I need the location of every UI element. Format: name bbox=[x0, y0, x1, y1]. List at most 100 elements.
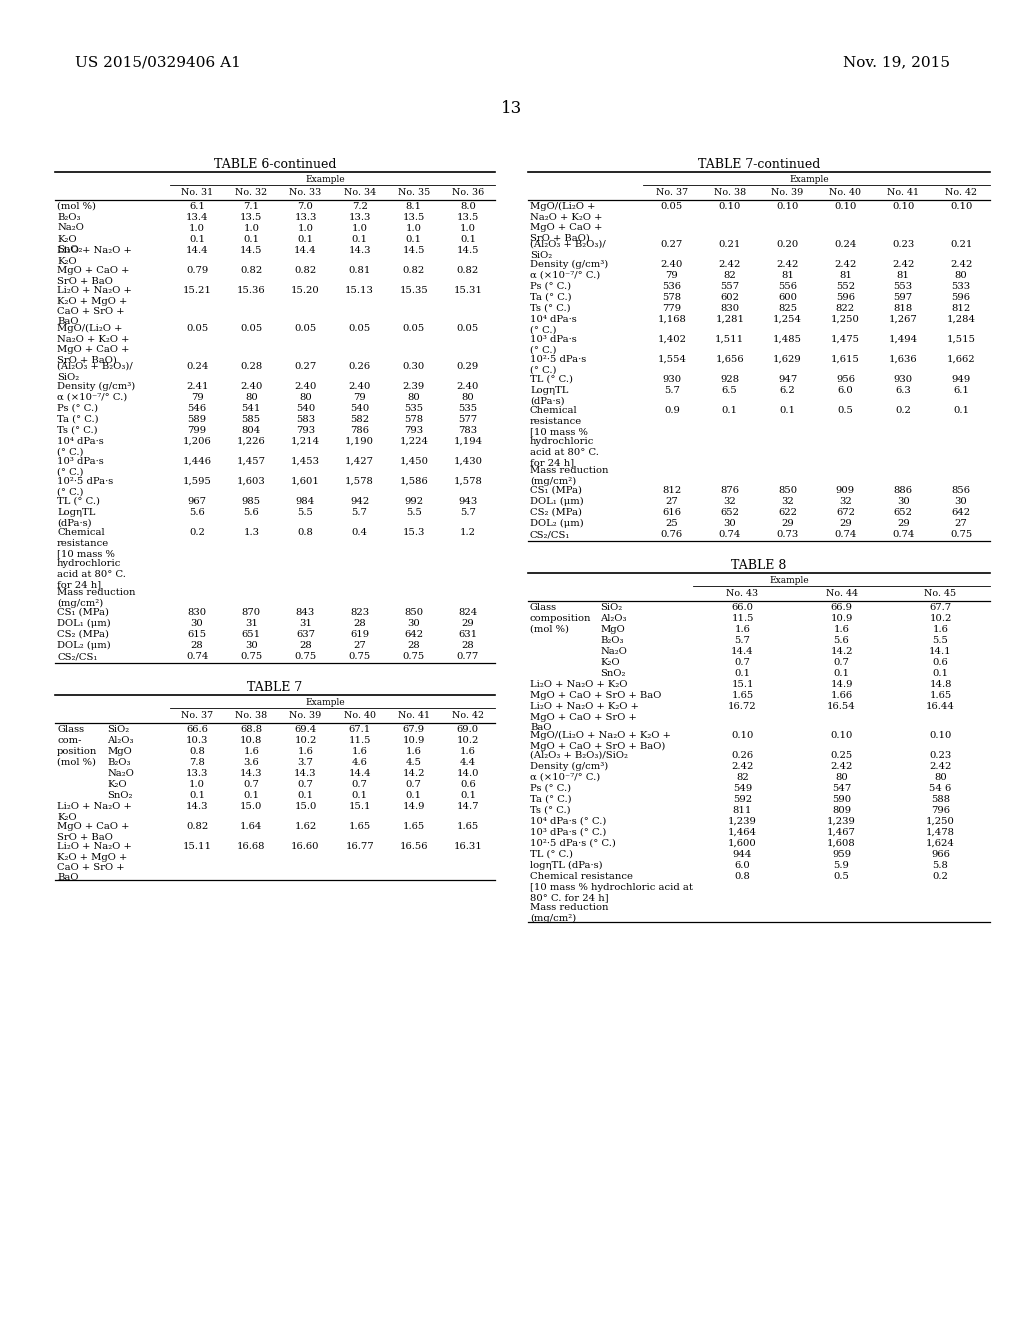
Text: DOL₂ (μm): DOL₂ (μm) bbox=[530, 519, 584, 528]
Text: 0.82: 0.82 bbox=[457, 267, 479, 275]
Text: 0.1: 0.1 bbox=[406, 235, 422, 244]
Text: 1.65: 1.65 bbox=[348, 822, 371, 832]
Text: 27: 27 bbox=[666, 498, 678, 506]
Text: 82: 82 bbox=[723, 271, 736, 280]
Text: 8.0: 8.0 bbox=[460, 202, 476, 211]
Text: acid at 80° C.: acid at 80° C. bbox=[530, 447, 599, 457]
Text: 1,494: 1,494 bbox=[889, 335, 918, 345]
Text: 2.42: 2.42 bbox=[776, 260, 799, 269]
Text: 0.4: 0.4 bbox=[351, 528, 368, 537]
Text: Ts (° C.): Ts (° C.) bbox=[530, 304, 570, 313]
Text: 67.9: 67.9 bbox=[402, 725, 425, 734]
Text: 850: 850 bbox=[404, 609, 423, 616]
Text: 0.8: 0.8 bbox=[734, 873, 751, 880]
Text: 823: 823 bbox=[350, 609, 369, 616]
Text: 30: 30 bbox=[408, 619, 420, 628]
Text: SrO + BaO: SrO + BaO bbox=[57, 833, 113, 842]
Text: Glass: Glass bbox=[530, 603, 557, 612]
Text: 1.0: 1.0 bbox=[406, 224, 422, 234]
Text: 13: 13 bbox=[502, 100, 522, 117]
Text: 1,450: 1,450 bbox=[399, 457, 428, 466]
Text: 0.25: 0.25 bbox=[830, 751, 853, 760]
Text: 0.10: 0.10 bbox=[892, 202, 914, 211]
Text: 54 6: 54 6 bbox=[930, 784, 951, 793]
Text: 0.77: 0.77 bbox=[457, 652, 479, 661]
Text: 2.42: 2.42 bbox=[835, 260, 857, 269]
Text: resistance: resistance bbox=[530, 417, 583, 425]
Text: 2.40: 2.40 bbox=[457, 381, 479, 391]
Text: 0.10: 0.10 bbox=[835, 202, 857, 211]
Text: Ps (° C.): Ps (° C.) bbox=[530, 282, 571, 290]
Text: 4.6: 4.6 bbox=[351, 758, 368, 767]
Text: 1,478: 1,478 bbox=[926, 828, 955, 837]
Text: 652: 652 bbox=[894, 508, 912, 517]
Text: 786: 786 bbox=[350, 426, 369, 436]
Text: (° C.): (° C.) bbox=[57, 467, 84, 477]
Text: 16.77: 16.77 bbox=[345, 842, 374, 851]
Text: 0.7: 0.7 bbox=[406, 780, 422, 789]
Text: (° C.): (° C.) bbox=[530, 346, 556, 355]
Text: 783: 783 bbox=[459, 426, 477, 436]
Text: 15.11: 15.11 bbox=[182, 842, 212, 851]
Text: BaO: BaO bbox=[57, 318, 79, 326]
Text: resistance: resistance bbox=[57, 539, 110, 548]
Text: DOL₁ (μm): DOL₁ (μm) bbox=[530, 498, 584, 506]
Text: 1,427: 1,427 bbox=[345, 457, 374, 466]
Text: composition: composition bbox=[530, 614, 592, 623]
Text: 7.0: 7.0 bbox=[298, 202, 313, 211]
Text: 81: 81 bbox=[839, 271, 852, 280]
Text: 0.21: 0.21 bbox=[950, 240, 972, 249]
Text: 80° C. for 24 h]: 80° C. for 24 h] bbox=[530, 894, 608, 902]
Text: B₂O₃: B₂O₃ bbox=[106, 758, 130, 767]
Text: 578: 578 bbox=[663, 293, 682, 302]
Text: 80: 80 bbox=[408, 393, 420, 403]
Text: 0.1: 0.1 bbox=[779, 407, 796, 414]
Text: 984: 984 bbox=[296, 498, 315, 506]
Text: 15.3: 15.3 bbox=[402, 528, 425, 537]
Text: No. 31: No. 31 bbox=[181, 187, 213, 197]
Text: 811: 811 bbox=[733, 807, 753, 814]
Text: 1,475: 1,475 bbox=[830, 335, 860, 345]
Text: 0.1: 0.1 bbox=[189, 235, 205, 244]
Text: 0.73: 0.73 bbox=[776, 531, 799, 539]
Text: 14.3: 14.3 bbox=[185, 803, 208, 810]
Text: 1.6: 1.6 bbox=[351, 747, 368, 756]
Text: TABLE 6-continued: TABLE 6-continued bbox=[214, 158, 336, 172]
Text: BaO: BaO bbox=[530, 723, 552, 733]
Text: 546: 546 bbox=[187, 404, 207, 413]
Text: 943: 943 bbox=[459, 498, 477, 506]
Text: 1,446: 1,446 bbox=[182, 457, 212, 466]
Text: 0.2: 0.2 bbox=[895, 407, 911, 414]
Text: 11.5: 11.5 bbox=[731, 614, 754, 623]
Text: 856: 856 bbox=[951, 486, 971, 495]
Text: 1.0: 1.0 bbox=[460, 224, 476, 234]
Text: 6.5: 6.5 bbox=[722, 385, 737, 395]
Text: 652: 652 bbox=[720, 508, 739, 517]
Text: SrO + BaO: SrO + BaO bbox=[57, 276, 113, 285]
Text: Ta (° C.): Ta (° C.) bbox=[530, 293, 571, 302]
Text: 30: 30 bbox=[190, 619, 204, 628]
Text: 870: 870 bbox=[242, 609, 261, 616]
Text: Nov. 19, 2015: Nov. 19, 2015 bbox=[843, 55, 950, 69]
Text: 15.36: 15.36 bbox=[237, 286, 265, 294]
Text: (mg/cm²): (mg/cm²) bbox=[530, 477, 577, 486]
Text: 16.44: 16.44 bbox=[926, 702, 955, 711]
Text: 67.7: 67.7 bbox=[930, 603, 951, 612]
Text: 14.5: 14.5 bbox=[402, 246, 425, 255]
Text: 2.41: 2.41 bbox=[185, 381, 208, 391]
Text: 0.5: 0.5 bbox=[838, 407, 853, 414]
Text: Li₂O + Na₂O +: Li₂O + Na₂O + bbox=[57, 803, 132, 810]
Text: 0.10: 0.10 bbox=[830, 731, 853, 741]
Text: 600: 600 bbox=[778, 293, 797, 302]
Text: 13.3: 13.3 bbox=[294, 213, 316, 222]
Text: 824: 824 bbox=[459, 609, 477, 616]
Text: Example: Example bbox=[769, 576, 809, 585]
Text: 0.7: 0.7 bbox=[244, 780, 259, 789]
Text: SrO + BaO): SrO + BaO) bbox=[57, 355, 117, 364]
Text: 615: 615 bbox=[187, 630, 207, 639]
Text: 967: 967 bbox=[187, 498, 207, 506]
Text: 10³ dPa·s: 10³ dPa·s bbox=[530, 335, 577, 345]
Text: 1,615: 1,615 bbox=[831, 355, 860, 364]
Text: (Al₂O₃ + B₂O₃)/: (Al₂O₃ + B₂O₃)/ bbox=[530, 240, 606, 249]
Text: TABLE 8: TABLE 8 bbox=[731, 558, 786, 572]
